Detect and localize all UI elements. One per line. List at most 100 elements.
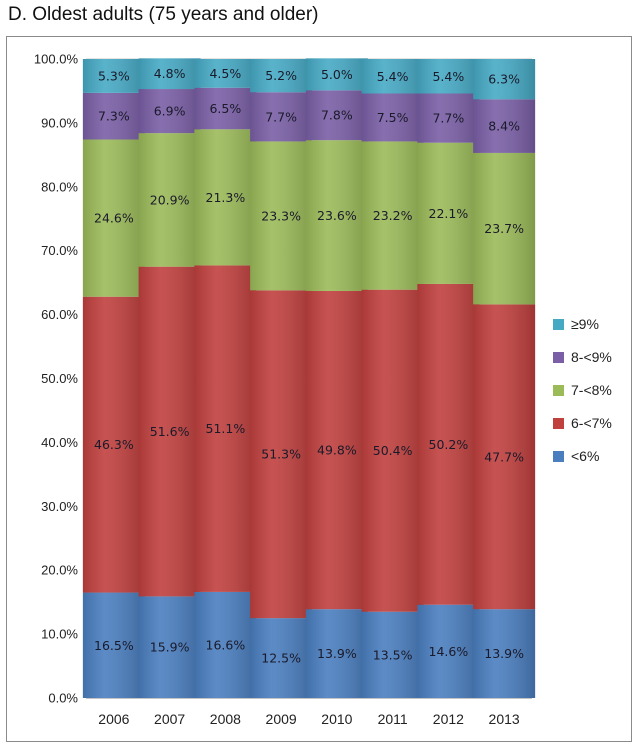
data-label: 7.5% [377, 110, 409, 125]
data-label: 4.5% [209, 66, 241, 81]
bar-shade [305, 290, 368, 610]
bar-shade [417, 604, 480, 698]
legend-label: <6% [571, 448, 599, 464]
x-tick-label: 2013 [489, 711, 520, 727]
bar-shade [361, 93, 424, 142]
data-label: 5.0% [321, 67, 353, 82]
data-label: 13.5% [373, 647, 413, 662]
data-label: 12.5% [261, 651, 301, 666]
y-tick-label: 0.0% [48, 691, 78, 706]
y-tick-label: 20.0% [41, 563, 78, 578]
bar-shade [194, 87, 257, 130]
y-tick-label: 80.0% [41, 179, 78, 194]
bar-shade [82, 92, 145, 140]
data-label: 8.4% [488, 119, 520, 134]
legend-swatch [553, 418, 564, 429]
data-label: 51.3% [261, 447, 301, 462]
x-tick-label: 2012 [433, 711, 464, 727]
bar-shade [305, 609, 368, 698]
bar-shade [138, 89, 201, 134]
bar-shade [82, 296, 145, 593]
bar-shade [194, 129, 257, 266]
data-label: 51.1% [206, 421, 246, 436]
bar-shade [473, 99, 536, 153]
bar-shade [138, 133, 201, 267]
bar-shade [82, 592, 145, 698]
data-label: 5.2% [265, 68, 297, 83]
x-tick-label: 2009 [266, 711, 297, 727]
legend-swatch [553, 352, 564, 363]
x-tick-label: 2007 [154, 711, 185, 727]
bar-shade [250, 290, 313, 619]
data-label: 16.6% [206, 637, 246, 652]
bar-shade [250, 92, 313, 142]
data-label: 7.8% [321, 108, 353, 123]
axes: 0.0% 10.0% 20.0% 30.0% 40.0% 50.0% 60.0% 70.0% 8… [34, 52, 532, 727]
panel-title: D. Oldest adults (75 years and older) [8, 4, 319, 25]
bar-shade [361, 289, 424, 612]
bar-shade [305, 58, 368, 91]
bar-shade [417, 283, 480, 605]
bar-shade [194, 265, 257, 592]
y-tick-label: 10.0% [41, 627, 78, 642]
x-tick-label: 2006 [98, 711, 129, 727]
bar-shade [473, 304, 536, 610]
legend-swatch [553, 385, 564, 396]
bar-shade [138, 266, 201, 597]
bar-shade [361, 611, 424, 698]
legend-swatch [553, 451, 564, 462]
x-tick-label: 2010 [321, 711, 352, 727]
data-label: 5.4% [377, 69, 409, 84]
data-label: 6.5% [209, 101, 241, 116]
bar-shade [417, 142, 480, 284]
data-labels: 16.5% 46.3% 24.6% 7.3% 5.3% 15.9% 51.6% 20.9% 6.… [94, 66, 524, 666]
bars [82, 58, 536, 698]
data-label: 5.3% [98, 68, 130, 83]
bar-shade [417, 59, 480, 94]
bar-shade [250, 59, 313, 93]
data-label: 47.7% [484, 449, 524, 464]
bar-shade [473, 609, 536, 698]
data-label: 7.7% [265, 109, 297, 124]
bar-shade [361, 59, 424, 94]
data-label: 50.2% [429, 437, 469, 452]
data-label: 23.3% [261, 208, 301, 223]
data-label: 23.6% [317, 208, 357, 223]
data-label: 51.6% [150, 424, 190, 439]
data-label: 5.4% [432, 69, 464, 84]
y-tick-label: 60.0% [41, 307, 78, 322]
y-tick-label: 70.0% [41, 243, 78, 258]
data-label: 23.2% [373, 208, 413, 223]
bar-shade [305, 90, 368, 141]
chart-frame [6, 36, 632, 742]
data-label: 6.9% [154, 104, 186, 119]
legend: ≥9% 8-<9% 7-<8% 6-<7% <6% [553, 316, 612, 464]
x-tick-label: 2011 [378, 711, 408, 727]
data-label: 13.9% [317, 646, 357, 661]
bar-shade [138, 58, 201, 90]
y-tick-label: 50.0% [41, 371, 78, 386]
data-label: 6.3% [488, 72, 520, 87]
bar-shade [473, 59, 536, 100]
bar-shade [82, 139, 145, 297]
data-label: 7.7% [432, 111, 464, 126]
bar-shade [194, 591, 257, 698]
data-label: 15.9% [150, 640, 190, 655]
data-label: 4.8% [154, 66, 186, 81]
bar-shade [361, 141, 424, 290]
bar-shade [194, 59, 257, 88]
data-label: 46.3% [94, 437, 134, 452]
bar-shade [473, 152, 536, 305]
legend-swatch [553, 319, 564, 330]
legend-label: 7-<8% [571, 382, 612, 398]
legend-label: ≥9% [571, 316, 599, 332]
bar-shade [138, 596, 201, 698]
data-label: 20.9% [150, 192, 190, 207]
y-tick-label: 30.0% [41, 499, 78, 514]
bar-shade [417, 93, 480, 143]
bar-shade [82, 59, 145, 93]
data-label: 21.3% [206, 190, 246, 205]
bar-shade [250, 618, 313, 698]
bar-shade [305, 140, 368, 291]
